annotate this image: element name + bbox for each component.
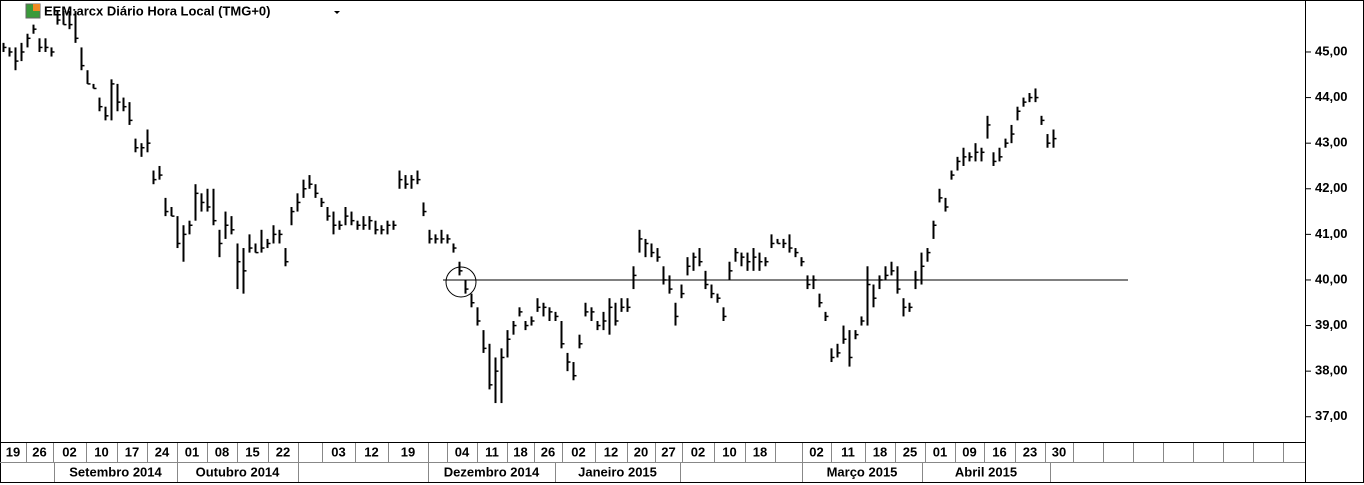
y-tick-label: 42,00 (1315, 180, 1348, 195)
week-label: 19 (401, 444, 415, 459)
month-label: Março 2015 (827, 464, 898, 479)
y-tick-label: 39,00 (1315, 317, 1348, 332)
chart-title: EEM:arcx Diário Hora Local (TMG+0) (44, 3, 270, 18)
y-tick-label: 45,00 (1315, 43, 1348, 58)
week-label: 01 (933, 444, 947, 459)
symbol-icon (25, 3, 41, 19)
y-tick-label: 40,00 (1315, 271, 1348, 286)
week-label: 10 (94, 444, 108, 459)
y-tick-label: 44,00 (1315, 89, 1348, 104)
month-label: Dezembro 2014 (444, 464, 540, 479)
week-label: 19 (6, 444, 20, 459)
week-label: 12 (364, 444, 378, 459)
week-label: 02 (809, 444, 823, 459)
title-dropdown[interactable] (334, 11, 340, 14)
month-label: Setembro 2014 (69, 464, 162, 479)
icon-corner (33, 4, 40, 11)
week-label: 11 (485, 444, 499, 459)
month-label: Abril 2015 (955, 464, 1017, 479)
week-label: 04 (455, 444, 470, 459)
week-label: 18 (873, 444, 887, 459)
week-label: 18 (513, 444, 527, 459)
week-label: 02 (62, 444, 76, 459)
week-label: 30 (1052, 444, 1066, 459)
month-label: Janeiro 2015 (578, 464, 657, 479)
week-label: 08 (215, 444, 229, 459)
week-label: 25 (903, 444, 917, 459)
week-label: 18 (753, 444, 767, 459)
week-label: 22 (276, 444, 290, 459)
y-tick-label: 41,00 (1315, 226, 1348, 241)
week-label: 23 (1023, 444, 1037, 459)
week-label: 27 (661, 444, 675, 459)
week-label: 10 (722, 444, 736, 459)
week-label: 15 (245, 444, 259, 459)
week-label: 26 (541, 444, 555, 459)
month-label: Outubro 2014 (196, 464, 281, 479)
week-label: 17 (125, 444, 139, 459)
week-label: 24 (155, 444, 170, 459)
week-label: 12 (604, 444, 618, 459)
y-tick-label: 43,00 (1315, 135, 1348, 150)
y-tick-label: 37,00 (1315, 408, 1348, 423)
week-label: 26 (32, 444, 46, 459)
y-tick-label: 38,00 (1315, 363, 1348, 378)
week-label: 16 (992, 444, 1006, 459)
week-label: 01 (185, 444, 199, 459)
week-label: 20 (634, 444, 648, 459)
week-label: 11 (841, 444, 855, 459)
line-anchor-circle (445, 266, 477, 298)
week-label: 02 (571, 444, 585, 459)
week-label: 09 (962, 444, 976, 459)
week-label: 02 (691, 444, 705, 459)
week-label: 03 (331, 444, 345, 459)
